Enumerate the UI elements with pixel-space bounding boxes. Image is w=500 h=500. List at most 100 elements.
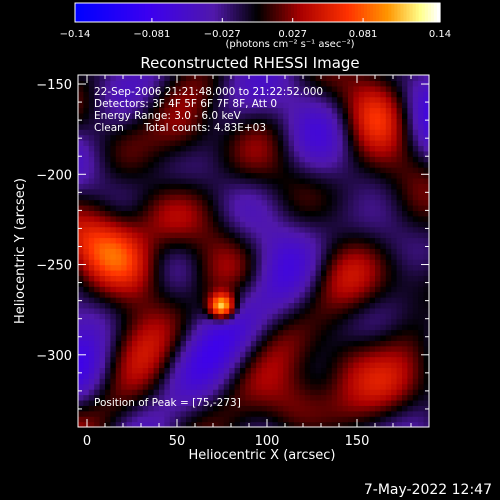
heatmap-cell xyxy=(115,123,122,130)
heatmap-cell xyxy=(412,232,419,239)
heatmap-cell xyxy=(326,167,333,174)
heatmap-cell xyxy=(358,232,365,239)
heatmap-cell xyxy=(202,221,209,228)
heatmap-cell xyxy=(153,210,160,217)
heatmap-cell xyxy=(369,215,376,222)
heatmap-cell xyxy=(315,161,322,168)
heatmap-cell xyxy=(369,194,376,201)
heatmap-cell xyxy=(310,383,317,390)
heatmap-cell xyxy=(78,199,84,206)
heatmap-cell xyxy=(277,161,284,168)
heatmap-cell xyxy=(186,102,192,109)
heatmap-cell xyxy=(213,118,219,125)
heatmap-cell xyxy=(245,161,252,168)
heatmap-cell xyxy=(277,329,284,336)
heatmap-cell xyxy=(105,253,111,260)
heatmap-cell xyxy=(304,112,311,119)
heatmap-cell xyxy=(299,129,306,136)
heatmap-cell xyxy=(180,297,187,304)
heatmap-cell xyxy=(315,351,322,358)
heatmap-cell xyxy=(110,139,117,146)
heatmap-cell xyxy=(88,405,95,412)
heatmap-cell xyxy=(180,362,187,369)
heatmap-cell xyxy=(369,329,376,336)
heatmap-cell xyxy=(321,345,327,352)
heatmap-cell xyxy=(126,204,133,211)
heatmap-cell xyxy=(250,134,257,141)
heatmap-cell xyxy=(164,123,171,130)
heatmap-cell xyxy=(391,75,398,82)
heatmap-cell xyxy=(164,107,171,114)
heatmap-cell xyxy=(353,302,360,309)
heatmap-cell xyxy=(353,194,360,201)
heatmap-cell xyxy=(348,291,354,298)
heatmap-cell xyxy=(380,134,387,141)
heatmap-cell xyxy=(294,297,300,304)
heatmap-cell xyxy=(385,259,392,266)
heatmap-cell xyxy=(412,318,419,325)
heatmap-cell xyxy=(245,156,252,163)
heatmap-cell xyxy=(369,112,376,119)
heatmap-cell xyxy=(396,367,403,374)
heatmap-cell xyxy=(213,91,219,98)
heatmap-cell xyxy=(288,329,295,336)
colorbar-strip xyxy=(348,3,353,22)
heatmap-cell xyxy=(364,85,371,92)
heatmap-cell xyxy=(396,318,403,325)
heatmap-cell xyxy=(186,172,192,179)
heatmap-cell xyxy=(315,85,322,92)
heatmap-cell xyxy=(385,134,392,141)
heatmap-cell xyxy=(164,134,171,141)
heatmap-cell xyxy=(418,383,425,390)
heatmap-cell xyxy=(261,167,268,174)
heatmap-cell xyxy=(396,259,403,266)
heatmap-cell xyxy=(396,297,403,304)
heatmap-cell xyxy=(229,340,236,347)
heatmap-cell xyxy=(288,161,295,168)
heatmap-cell xyxy=(164,75,171,82)
heatmap-cell xyxy=(261,210,268,217)
heatmap-cell xyxy=(267,286,273,293)
heatmap-cell xyxy=(412,280,419,287)
heatmap-cell xyxy=(169,275,176,282)
heatmap-cell xyxy=(175,80,182,87)
heatmap-cell xyxy=(169,199,176,206)
heatmap-cell xyxy=(283,286,290,293)
heatmap-cell xyxy=(385,421,392,428)
heatmap-cell xyxy=(261,232,268,239)
heatmap-cell xyxy=(137,161,144,168)
heatmap-cell xyxy=(288,156,295,163)
heatmap-cell xyxy=(277,194,284,201)
heatmap-cell xyxy=(94,80,101,87)
heatmap-cell xyxy=(267,253,273,260)
heatmap-cell xyxy=(234,145,241,152)
heatmap-cell xyxy=(110,188,117,195)
heatmap-cell xyxy=(213,237,219,244)
heatmap-cell xyxy=(407,167,414,174)
heatmap-cell xyxy=(148,372,155,379)
heatmap-cell xyxy=(331,139,338,146)
heatmap-cell xyxy=(261,324,268,331)
heatmap-cell xyxy=(83,167,90,174)
heatmap-cell xyxy=(304,204,311,211)
heatmap-cell xyxy=(110,394,117,401)
heatmap-cell xyxy=(121,123,128,130)
heatmap-cell xyxy=(250,324,257,331)
heatmap-cell xyxy=(105,313,111,320)
heatmap-cell xyxy=(110,340,117,347)
heatmap-cell xyxy=(132,416,138,423)
colorbar-strip xyxy=(412,3,417,22)
heatmap-cell xyxy=(180,215,187,222)
heatmap-cell xyxy=(277,416,284,423)
heatmap-cell xyxy=(299,259,306,266)
heatmap-cell xyxy=(132,280,138,287)
time-range-text: 22-Sep-2006 21:21:48.000 to 21:22:52.000 xyxy=(94,86,324,98)
heatmap-cell xyxy=(304,221,311,228)
heatmap-cell xyxy=(385,269,392,276)
heatmap-cell xyxy=(353,378,360,385)
heatmap-cell xyxy=(164,324,171,331)
heatmap-cell xyxy=(331,259,338,266)
heatmap-cell xyxy=(369,302,376,309)
heatmap-cell xyxy=(94,318,101,325)
heatmap-cell xyxy=(261,329,268,336)
